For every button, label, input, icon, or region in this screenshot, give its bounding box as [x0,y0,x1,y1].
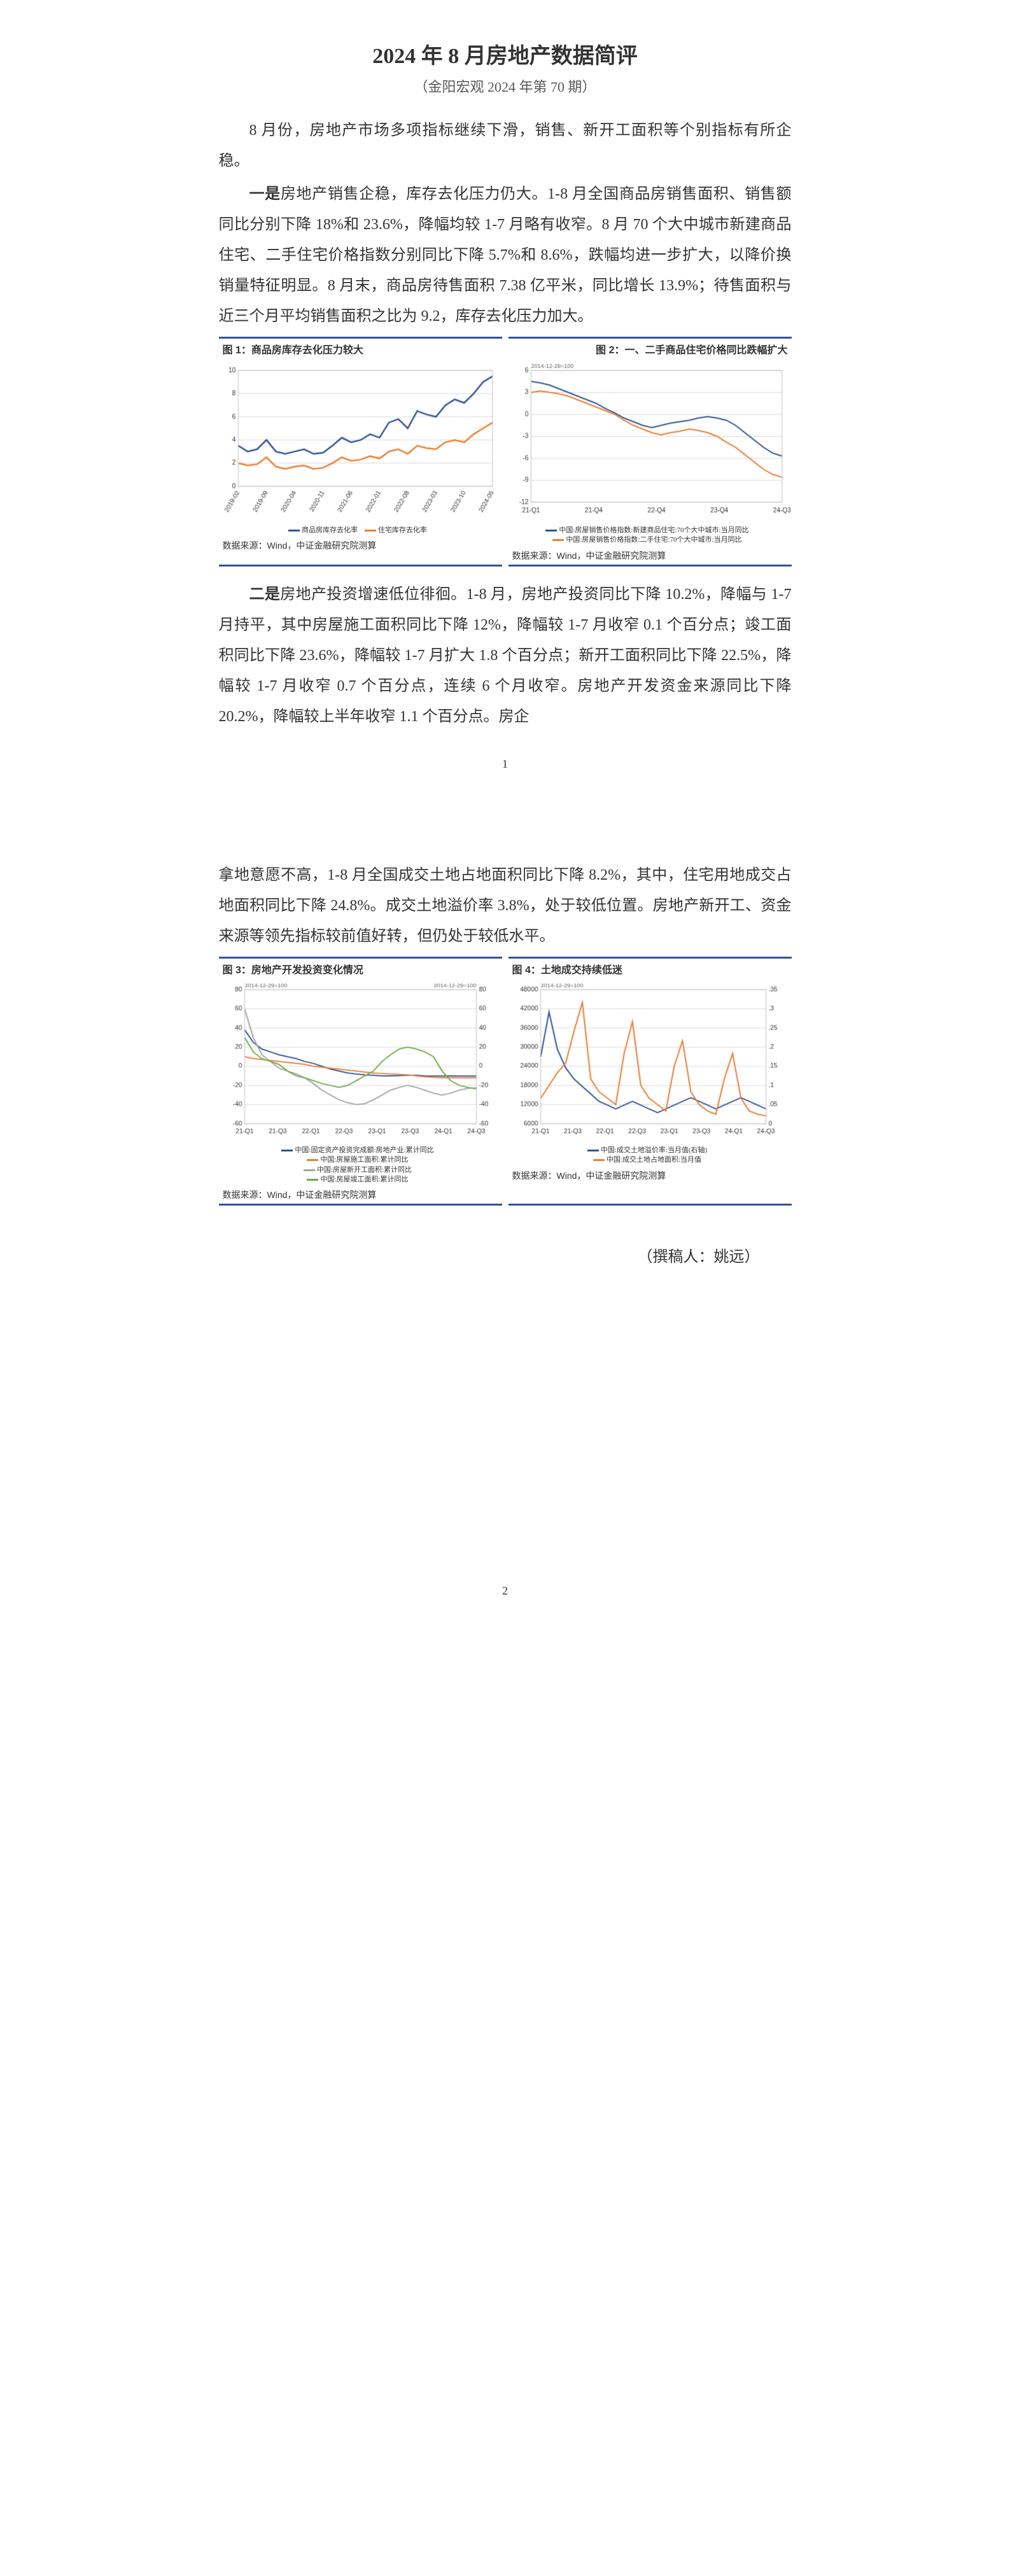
page-1-number: 1 [219,757,792,771]
chart-1-legend: 商品房库存去化率 住宅库存去化率 [219,524,502,537]
chart-3-legend: 中国:固定资产投资完成额:房地产业:累计同比中国:房屋施工面积:累计同比中国:房… [219,1144,502,1186]
chart-2-title: 图 2：一、二手商品住宅价格同比跌幅扩大 [509,339,792,359]
author-line: （撰稿人：姚远） [219,1244,792,1266]
chart-4-title: 图 4：土地成交持续低迷 [509,959,792,979]
chart-1-title: 图 1：商品房库存去化压力较大 [219,339,502,359]
section-1-body: 房地产销售企稳，库存去化压力仍大。1-8 月全国商品房销售面积、销售额同比分别下… [219,186,792,325]
document-title: 2024 年 8 月房地产数据简评 [219,38,792,69]
section-2-continuation: 拿地意愿不高，1-8 月全国成交土地占地面积同比下降 8.2%，其中，住宅用地成… [219,860,792,952]
chart-1-canvas [219,359,502,524]
section-1-paragraph: 一是房地产销售企稳，库存去化压力仍大。1-8 月全国商品房销售面积、销售额同比分… [219,179,792,332]
chart-4-box: 图 4：土地成交持续低迷 中国:成交土地溢价率:当月值(右轴)中国:成交土地占地… [509,957,792,1206]
chart-3-source: 数据来源：Wind，中证金融研究院测算 [219,1186,502,1204]
section-2-paragraph: 二是房地产投资增速低位徘徊。1-8 月，房地产投资同比下降 10.2%，降幅与 … [219,579,792,732]
page-2-number: 2 [219,1584,792,1598]
chart-4-canvas [509,979,792,1144]
section-2-body: 房地产投资增速低位徘徊。1-8 月，房地产投资同比下降 10.2%，降幅与 1-… [219,586,792,725]
chart-1-box: 图 1：商品房库存去化压力较大 商品房库存去化率 住宅库存去化率 数据来源：Wi… [219,337,502,567]
chart-4-legend: 中国:成交土地溢价率:当月值(右轴)中国:成交土地占地面积:当月值 [509,1144,792,1167]
chart-2-legend: 中国:房屋销售价格指数:新建商品住宅:70个大中城市:当月同比中国:房屋销售价格… [509,524,792,547]
chart-2-box: 图 2：一、二手商品住宅价格同比跌幅扩大 中国:房屋销售价格指数:新建商品住宅:… [509,337,792,567]
section-1-lead: 一是 [249,186,281,202]
chart-2-canvas [509,359,792,524]
chart-3-canvas [219,979,502,1144]
chart-row-1: 图 1：商品房库存去化压力较大 商品房库存去化率 住宅库存去化率 数据来源：Wi… [219,337,792,567]
chart-2-source: 数据来源：Wind，中证金融研究院测算 [509,547,792,565]
page-1: 2024 年 8 月房地产数据简评 （金阳宏观 2024 年第 70 期） 8 … [155,0,855,822]
page-2: 拿地意愿不高，1-8 月全国成交土地占地面积同比下降 8.2%，其中，住宅用地成… [155,822,855,1649]
intro-paragraph: 8 月份，房地产市场多项指标继续下滑，销售、新开工面积等个别指标有所企稳。 [219,115,792,176]
document-subtitle: （金阳宏观 2024 年第 70 期） [219,76,792,96]
chart-3-box: 图 3：房地产开发投资变化情况 中国:固定资产投资完成额:房地产业:累计同比中国… [219,957,502,1206]
section-2-lead: 二是 [249,586,281,603]
chart-row-2: 图 3：房地产开发投资变化情况 中国:固定资产投资完成额:房地产业:累计同比中国… [219,957,792,1206]
chart-1-source: 数据来源：Wind，中证金融研究院测算 [219,537,502,554]
chart-4-source: 数据来源：Wind，中证金融研究院测算 [509,1167,792,1185]
chart-3-title: 图 3：房地产开发投资变化情况 [219,959,502,979]
